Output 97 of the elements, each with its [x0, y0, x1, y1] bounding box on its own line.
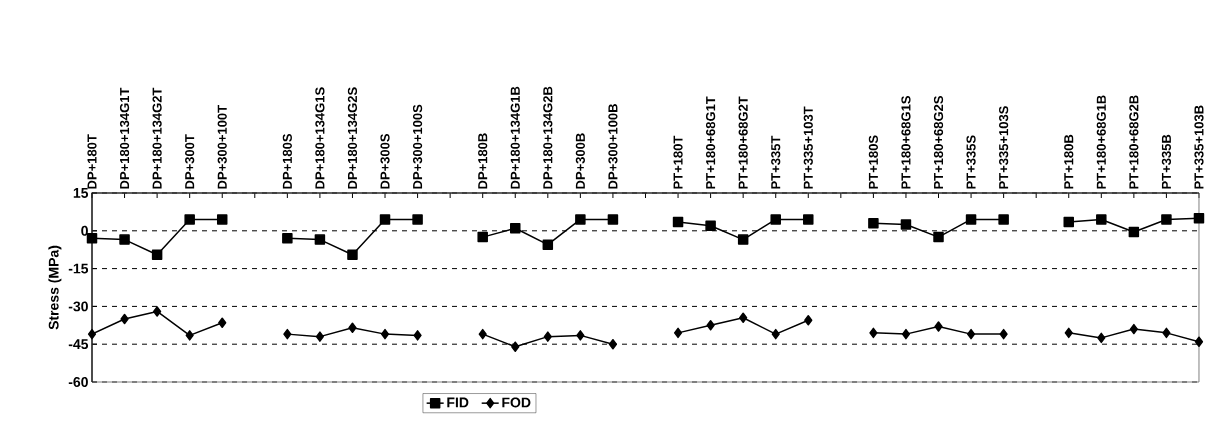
point	[999, 328, 1008, 340]
point	[1161, 214, 1172, 225]
point	[771, 328, 780, 340]
point	[543, 331, 552, 342]
x-tick-label: DP+300T	[185, 134, 195, 189]
point	[413, 330, 422, 341]
x-tick-label: DP+300+100S	[412, 104, 423, 189]
point	[314, 234, 326, 245]
point	[216, 214, 228, 225]
point	[1063, 216, 1074, 228]
point	[152, 306, 162, 317]
point	[283, 328, 292, 340]
y-axis-title: Stress (MPa)	[48, 245, 62, 330]
point	[901, 328, 911, 340]
x-tick-label: PT+335S	[966, 135, 976, 189]
x-tick-label: PT+180+68G1S	[901, 96, 911, 189]
point	[1162, 327, 1171, 339]
y-tick-label: 15	[73, 188, 89, 198]
point	[965, 214, 977, 225]
point	[282, 233, 293, 244]
point	[218, 317, 227, 329]
point	[737, 234, 749, 245]
x-tick-label: DP+300+100T	[217, 105, 227, 189]
x-tick-label: DP+180S	[282, 133, 292, 189]
point	[868, 217, 879, 229]
point	[1128, 226, 1140, 238]
point	[673, 327, 683, 339]
x-tick-label: PT+335T	[771, 135, 781, 189]
x-tick-label: DP+300+100B	[608, 104, 618, 189]
point	[770, 214, 781, 225]
point	[934, 321, 943, 332]
x-tick-label: PT+335B	[1161, 134, 1172, 189]
point	[185, 330, 194, 341]
point	[933, 231, 944, 243]
point	[510, 223, 521, 234]
x-tick-label: PT+180+68G2S	[933, 96, 944, 189]
y-tick-label: -30	[68, 301, 88, 312]
x-tick-label: PT+180T	[673, 135, 683, 189]
point	[1097, 332, 1106, 344]
x-tick-label: DP+300S	[380, 133, 390, 189]
point	[869, 327, 878, 339]
point	[542, 239, 554, 250]
x-tick-label: DP+300B	[575, 133, 585, 189]
x-tick-label: PT+180S	[868, 135, 878, 189]
point	[966, 328, 976, 340]
point	[706, 320, 715, 331]
point	[576, 330, 585, 341]
point	[477, 231, 488, 243]
point	[379, 214, 391, 225]
x-tick-label: DP+180+134G1S	[315, 87, 325, 189]
point	[1129, 323, 1138, 335]
point	[1064, 327, 1073, 339]
point	[804, 315, 813, 326]
x-tick-label: PT+180+68G1B	[1096, 95, 1106, 189]
y-tick-label: -15	[68, 263, 89, 274]
x-tick-label: PT+335+103S	[999, 106, 1009, 189]
point	[739, 312, 748, 323]
point	[120, 313, 129, 325]
y-tick-label: -60	[68, 377, 88, 387]
x-tick-label: PT+180+68G2B	[1129, 95, 1139, 189]
point	[705, 220, 716, 232]
point	[184, 214, 195, 225]
x-tick-label: PT+335+103B	[1194, 105, 1204, 189]
point	[380, 328, 390, 340]
x-tick-label: DP+180+134G2T	[152, 87, 162, 189]
x-tick-label: PT+180B	[1064, 134, 1074, 189]
point	[608, 338, 618, 350]
y-tick-label: 0	[81, 225, 88, 236]
y-tick-label: -45	[68, 339, 89, 350]
point	[900, 219, 912, 230]
point	[348, 322, 357, 334]
x-tick-label: DP+180T	[87, 134, 97, 189]
point	[672, 216, 684, 228]
point	[151, 249, 163, 260]
point	[315, 331, 325, 342]
x-tick-label: PT+180+68G2T	[738, 96, 748, 189]
point	[119, 234, 130, 245]
x-tick-label: DP+180+134G2S	[347, 87, 358, 189]
point	[803, 214, 814, 225]
x-tick-label: PT+180+68G1T	[706, 96, 716, 189]
x-tick-label: DP+180+134G2B	[543, 86, 553, 189]
point	[1096, 214, 1107, 225]
x-tick-label: DP+180+134G1B	[510, 86, 520, 189]
point	[478, 328, 487, 340]
point	[575, 214, 586, 225]
point	[998, 214, 1009, 225]
legend-label: FID	[447, 397, 469, 408]
point	[412, 214, 423, 225]
point	[1194, 336, 1204, 347]
point	[347, 249, 358, 260]
x-tick-label: PT+335+103T	[803, 106, 813, 189]
x-tick-label: DP+180B	[478, 133, 488, 189]
legend-label: FOD	[502, 397, 531, 408]
point	[511, 341, 520, 352]
point	[607, 214, 619, 225]
x-tick-label: DP+180+134G1T	[119, 87, 130, 189]
point	[1193, 212, 1205, 224]
